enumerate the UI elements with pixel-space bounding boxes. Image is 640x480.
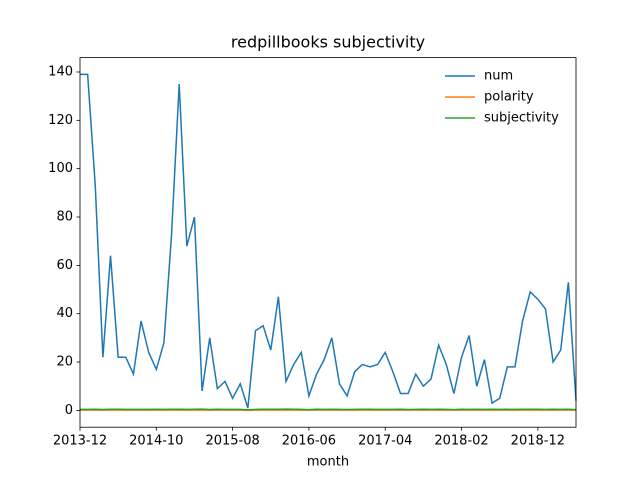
x-tick-label: 2016-06: [282, 434, 336, 449]
x-tick-label: 2013-12: [53, 434, 107, 449]
legend-label: num: [484, 69, 513, 84]
y-tick-label: 60: [56, 258, 73, 273]
y-tick-label: 120: [48, 113, 73, 128]
x-tick-label: 2017-04: [358, 434, 412, 449]
x-tick-label: 2014-10: [129, 434, 183, 449]
legend-label: polarity: [484, 90, 534, 105]
x-tick-label: 2018-12: [511, 434, 565, 449]
line-series: [80, 73, 577, 409]
chart-title: redpillbooks subjectivity: [231, 33, 425, 52]
y-tick-label: 80: [56, 210, 73, 225]
x-tick-label: 2015-08: [205, 434, 259, 449]
y-tick-label: 100: [48, 161, 73, 176]
legend-label: subjectivity: [484, 111, 559, 126]
y-tick-label: 140: [48, 64, 73, 79]
x-tick-label: 2018-02: [434, 434, 488, 449]
y-tick-label: 0: [65, 403, 73, 418]
line-series: [80, 408, 577, 411]
x-axis-label: month: [307, 455, 349, 470]
y-tick-label: 20: [56, 355, 73, 370]
y-tick-label: 40: [56, 306, 73, 321]
axes-frame: [79, 57, 577, 428]
